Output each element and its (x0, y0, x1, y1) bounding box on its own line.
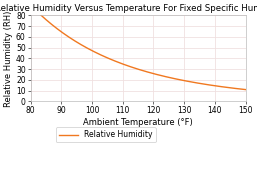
Title: Relative Humidity Versus Temperature For Fixed Specific Humidity: Relative Humidity Versus Temperature For… (0, 4, 257, 13)
Relative Humidity (132, 67, 135, 69)
Relative Humidity (239, 88, 242, 90)
X-axis label: Ambient Temperature (°F): Ambient Temperature (°F) (83, 118, 193, 127)
Relative Humidity (29, 4, 32, 6)
Relative Humidity (131, 66, 134, 69)
Relative Humidity (157, 74, 160, 76)
Legend: Relative Humidity: Relative Humidity (56, 127, 156, 142)
Line: Relative Humidity: Relative Humidity (31, 5, 246, 90)
Relative Humidity (244, 88, 247, 91)
Y-axis label: Relative Humidity (RH): Relative Humidity (RH) (4, 10, 13, 107)
Relative Humidity (145, 71, 149, 73)
Relative Humidity (205, 83, 208, 86)
